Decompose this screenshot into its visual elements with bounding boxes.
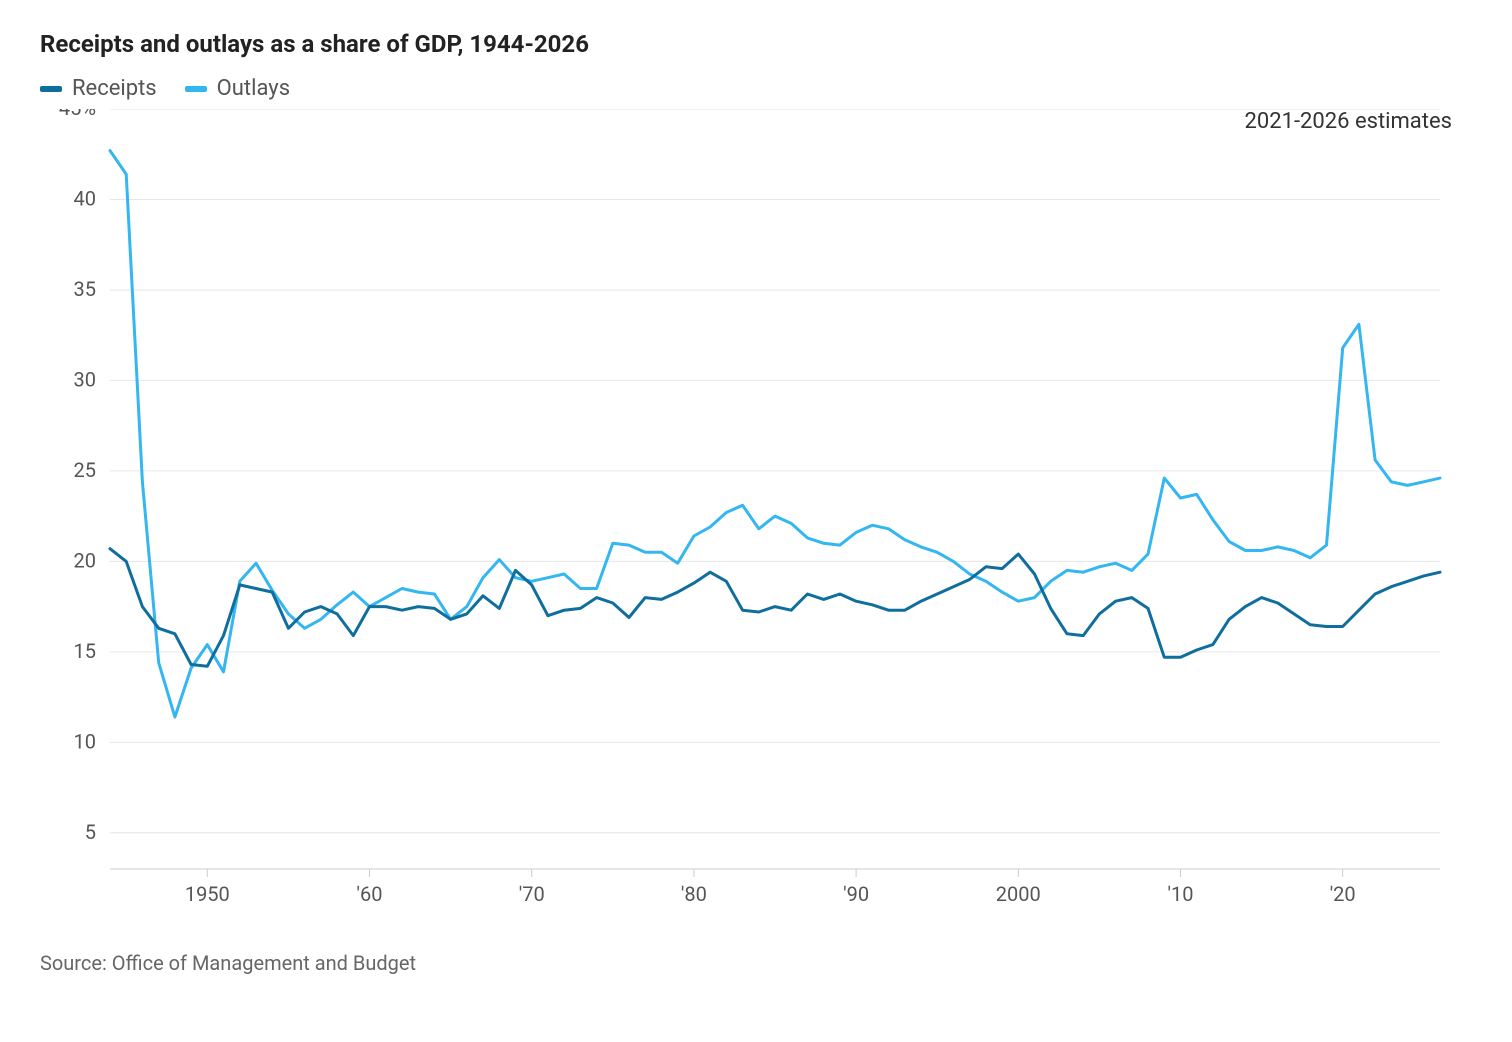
y-tick-label: 45% <box>59 109 96 120</box>
legend-swatch-receipts <box>40 86 62 92</box>
chart-plot-holder: 2021-2026 estimates 5 10 15 20 25 30 35 40 45% 19… <box>40 109 1472 933</box>
series-receipts <box>110 549 1440 667</box>
y-tick-label: 30 <box>74 367 96 391</box>
legend-swatch-outlays <box>185 86 207 92</box>
x-tick-label: '90 <box>843 882 869 906</box>
y-tick-label: 35 <box>74 277 96 301</box>
y-tick-label: 15 <box>74 639 96 663</box>
x-tick-label: '70 <box>519 882 545 906</box>
annotation-estimates: 2021-2026 estimates <box>1245 109 1453 134</box>
x-tick-label: '20 <box>1330 882 1356 906</box>
legend-label-outlays: Outlays <box>217 76 290 101</box>
series-outlays <box>110 151 1440 717</box>
chart-container: Receipts and outlays as a share of GDP, … <box>0 0 1512 1042</box>
x-tick-label: 2000 <box>996 882 1041 906</box>
x-tick-label: '60 <box>357 882 383 906</box>
y-tick-label: 20 <box>74 548 96 572</box>
y-tick-label: 5 <box>85 820 96 844</box>
legend-item-receipts: Receipts <box>40 76 157 101</box>
legend-item-outlays: Outlays <box>185 76 290 101</box>
y-tick-label: 40 <box>74 186 96 210</box>
y-tick-label: 10 <box>74 729 96 753</box>
chart-svg: 5 10 15 20 25 30 35 40 45% 1950 '60 '70 '80 '90 2000 '1… <box>40 109 1470 929</box>
x-tick-label: '10 <box>1167 882 1193 906</box>
y-tick-label: 25 <box>74 458 96 482</box>
x-tick-label: 1950 <box>185 882 230 906</box>
chart-source: Source: Office of Management and Budget <box>40 951 1472 975</box>
chart-title: Receipts and outlays as a share of GDP, … <box>40 30 1472 58</box>
x-tick-label: '80 <box>681 882 707 906</box>
legend: Receipts Outlays <box>40 76 1472 101</box>
legend-label-receipts: Receipts <box>72 76 157 101</box>
